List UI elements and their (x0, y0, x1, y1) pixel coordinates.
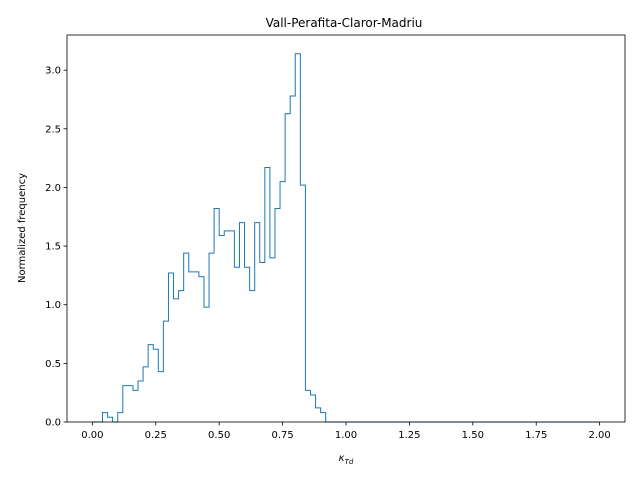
x-tick-label: 0.50 (208, 430, 230, 441)
axis-ticks: 0.00 0.25 0.50 0.75 1.00 1.25 1.50 1.75 2.00 0.0 0… (45, 66, 611, 441)
y-tick-label: 2.0 (45, 183, 61, 194)
plot-frame (66, 34, 626, 423)
y-tick-label: 3.0 (45, 66, 61, 77)
x-tick-label: 0.25 (145, 430, 167, 441)
x-tick-label: 0.75 (271, 430, 293, 441)
x-axis-label: κTd (339, 453, 354, 466)
histogram-series-line (92, 53, 600, 423)
y-axis-label: Normalized frequency (17, 173, 28, 283)
x-tick-label: 2.00 (589, 430, 611, 441)
y-tick-label: 2.5 (45, 124, 61, 135)
x-tick-label: 1.25 (398, 430, 420, 441)
x-axis-label-symbol: κ (339, 453, 345, 464)
y-tick-label: 1.0 (45, 300, 61, 311)
y-tick-label: 0.0 (45, 418, 61, 429)
y-tick-label: 1.5 (45, 242, 61, 253)
y-tick-label: 0.5 (45, 359, 61, 370)
x-tick-label: 1.50 (462, 430, 484, 441)
chart-title: Vall-Perafita-Claror-Madriu (266, 16, 423, 30)
x-tick-label: 1.00 (335, 430, 357, 441)
x-tick-label: 1.75 (525, 430, 547, 441)
x-axis-label-subscript: Td (345, 458, 354, 466)
x-tick-label: 0.00 (81, 430, 103, 441)
